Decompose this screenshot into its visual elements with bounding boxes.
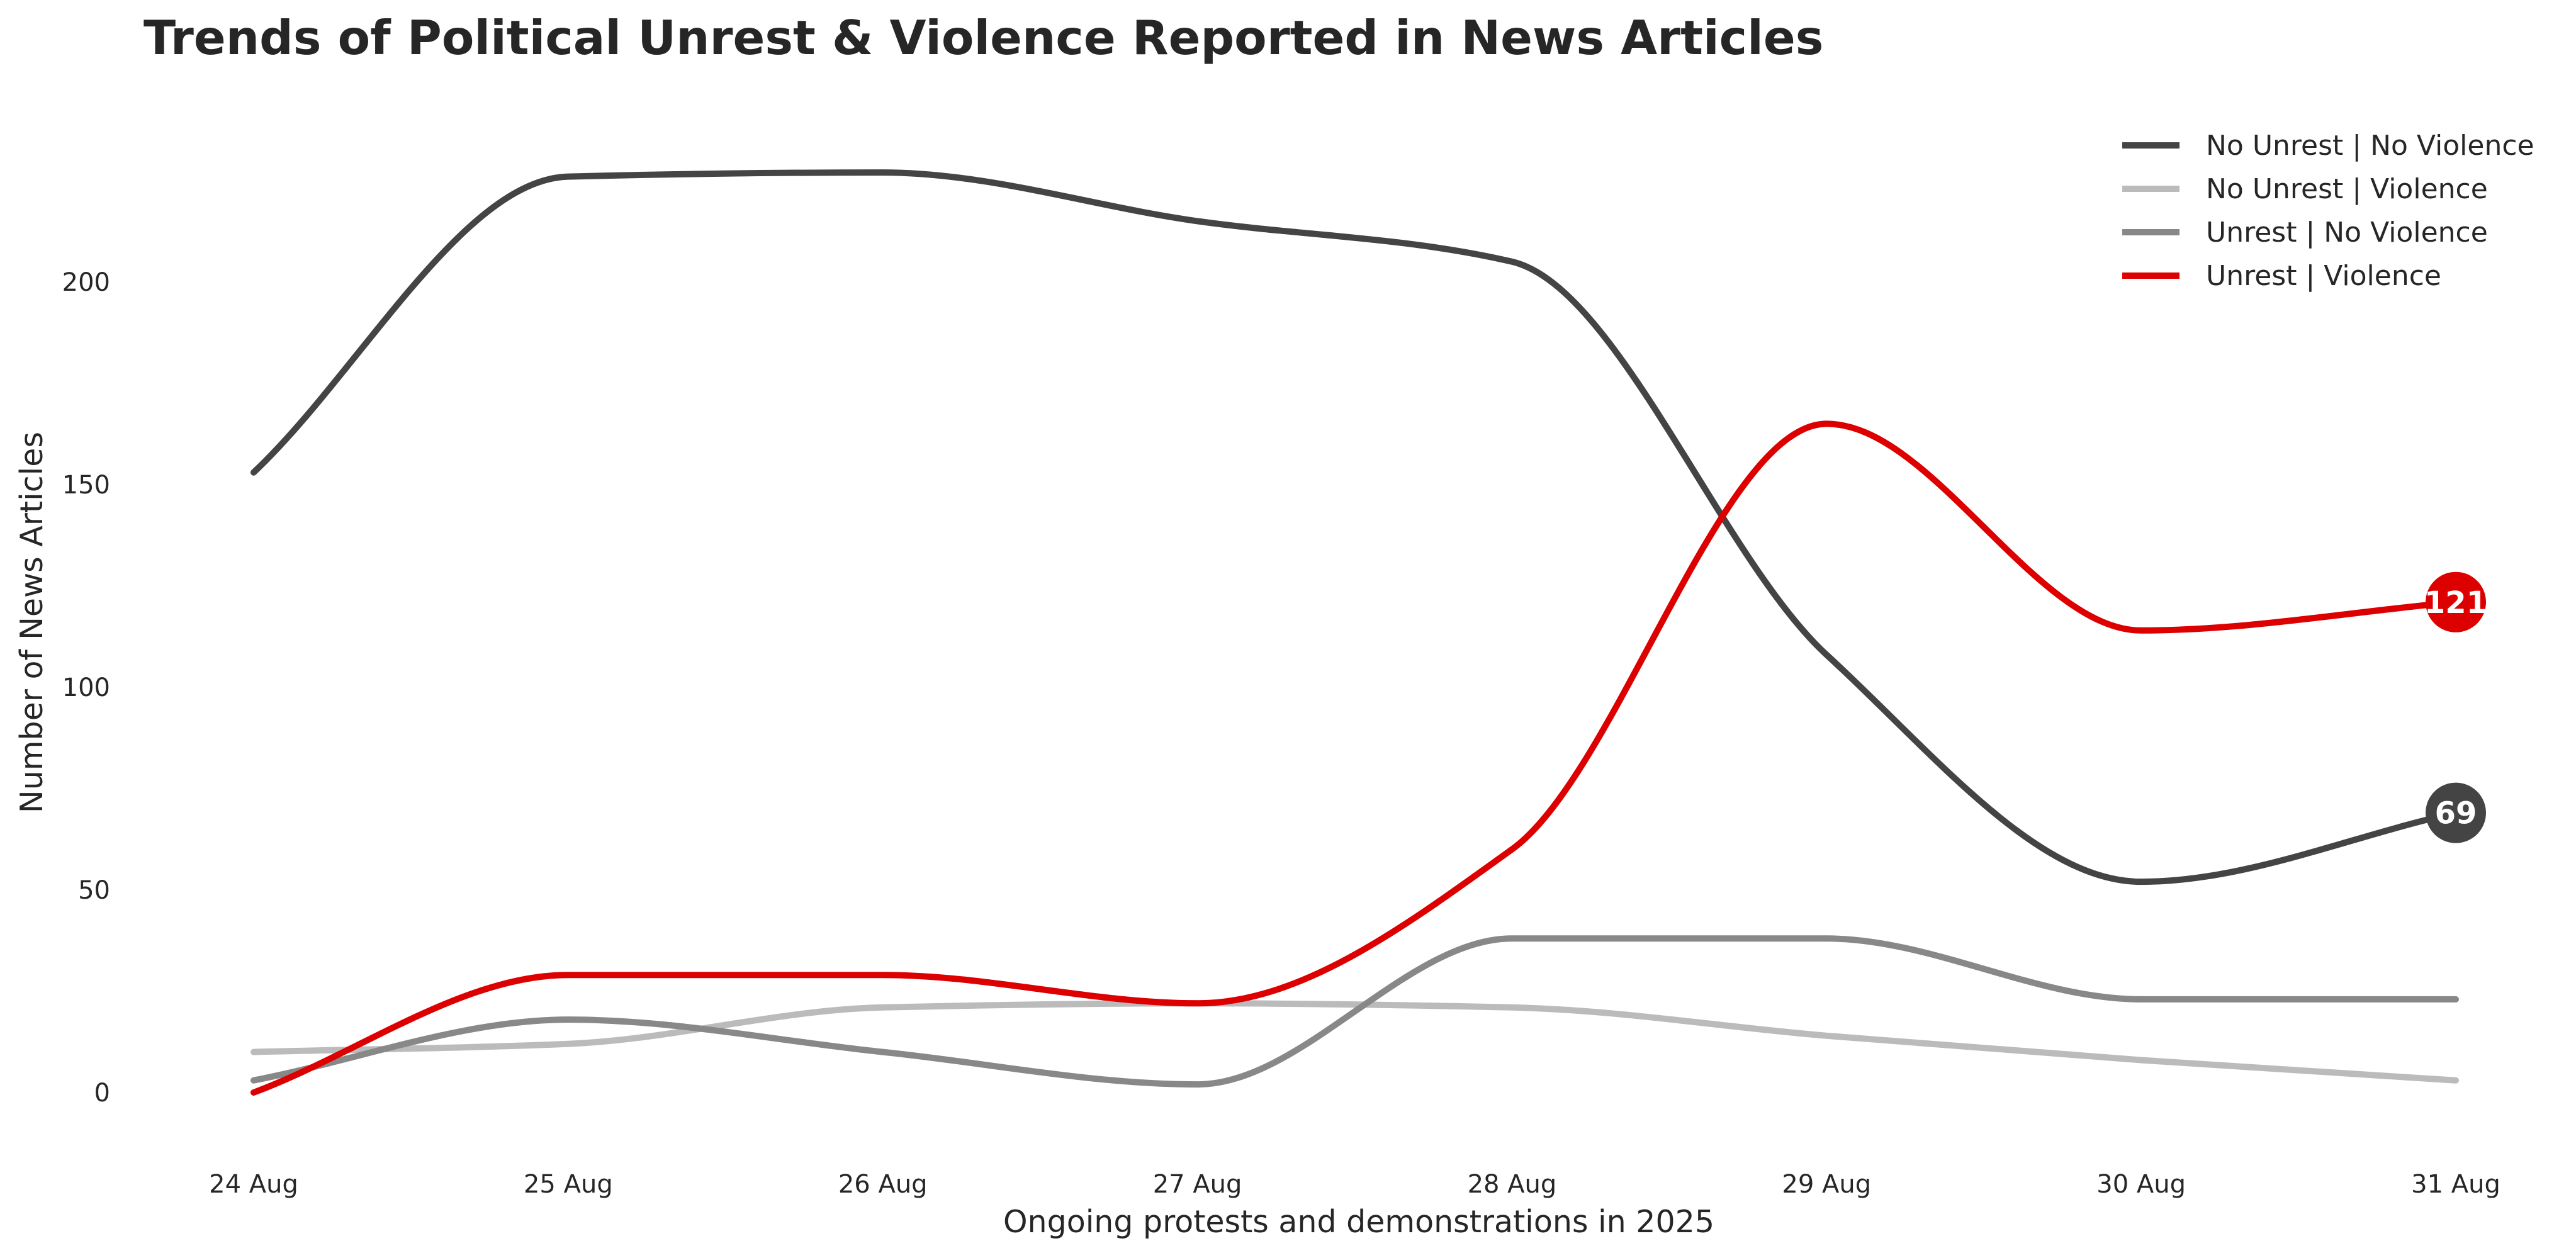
series-line-unrest-violence — [250, 420, 2459, 1096]
x-tick-label: 26 Aug — [838, 1170, 928, 1199]
end-value-labels: 69 121 — [2424, 571, 2487, 843]
x-tick-label: 28 Aug — [1468, 1170, 1557, 1199]
y-axis-label: Number of News Articles — [14, 432, 50, 813]
series-line-unrest-no-violence — [250, 935, 2459, 1088]
x-tick-label: 24 Aug — [209, 1170, 298, 1199]
x-tick-label: 31 Aug — [2411, 1170, 2500, 1199]
legend: No Unrest | No Violence No Unrest | Viole… — [2122, 130, 2534, 292]
y-axis-ticks: 0 50 100 150 200 — [62, 268, 110, 1108]
y-tick-label: 150 — [62, 471, 110, 500]
end-value-label: 69 — [2435, 796, 2477, 831]
x-axis-ticks: 24 Aug 25 Aug 26 Aug 27 Aug 28 Aug 29 Aug 30 A… — [209, 1170, 2500, 1199]
x-tick-label: 27 Aug — [1153, 1170, 1242, 1199]
series-lines — [250, 169, 2459, 1096]
legend-entry: No Unrest | Violence — [2206, 173, 2488, 205]
x-axis-label: Ongoing protests and demonstrations in 2… — [1003, 1204, 1714, 1240]
y-tick-label: 100 — [62, 673, 110, 702]
legend-entry: Unrest | Violence — [2206, 260, 2441, 292]
y-tick-label: 50 — [78, 876, 110, 905]
end-label-marker — [2426, 782, 2486, 843]
x-tick-label: 29 Aug — [1782, 1170, 1871, 1199]
chart-title: Trends of Political Unrest & Violence Re… — [143, 10, 1823, 65]
legend-entry: No Unrest | No Violence — [2206, 130, 2534, 162]
series-line-no-unrest-violence — [250, 1000, 2459, 1084]
end-label-marker — [2426, 571, 2486, 632]
y-tick-label: 0 — [94, 1079, 110, 1108]
legend-entry: Unrest | No Violence — [2206, 216, 2488, 249]
x-tick-label: 25 Aug — [524, 1170, 613, 1199]
end-value-label: 121 — [2424, 585, 2487, 621]
y-tick-label: 200 — [62, 268, 110, 297]
series-line-no-unrest-no-violence — [250, 169, 2459, 885]
x-tick-label: 30 Aug — [2096, 1170, 2186, 1199]
